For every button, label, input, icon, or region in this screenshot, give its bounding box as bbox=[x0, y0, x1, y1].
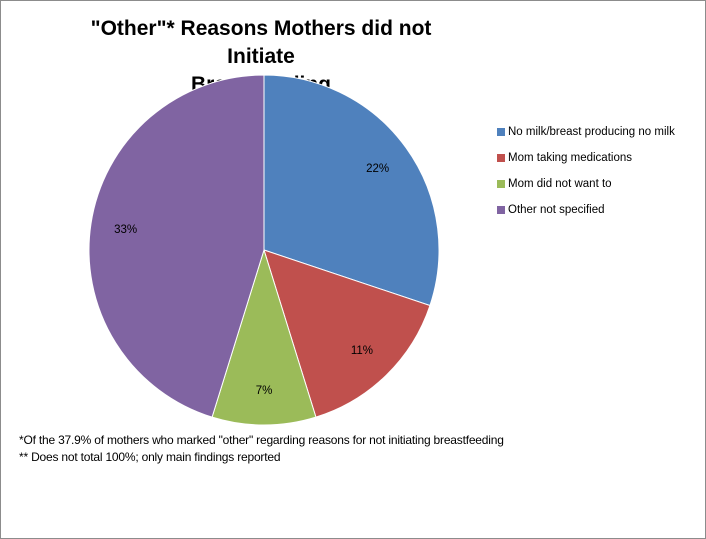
data-label-medications: 11% bbox=[351, 345, 373, 357]
footnote-2: ** Does not total 100%; only main findin… bbox=[19, 450, 281, 464]
data-label-did-not-want: 7% bbox=[256, 385, 273, 397]
pie-slice-medications bbox=[263, 249, 431, 418]
pie-slice-no-milk bbox=[263, 74, 440, 307]
legend-item-medications: Mom taking medications bbox=[497, 148, 675, 167]
legend-label-other: Other not specified bbox=[508, 203, 605, 216]
legend-label-did-not-want: Mom did not want to bbox=[508, 177, 612, 190]
legend-swatch-medications bbox=[497, 153, 505, 162]
legend-swatch-no-milk bbox=[497, 127, 505, 136]
pie-slice-other bbox=[88, 74, 265, 418]
legend-swatch-other bbox=[497, 205, 505, 214]
chart-title-line-1: "Other"* Reasons Mothers did not Initiat… bbox=[90, 17, 432, 68]
legend-swatch-did-not-want bbox=[497, 179, 505, 188]
data-label-no-milk: 22% bbox=[366, 163, 389, 175]
footnote-1: *Of the 37.9% of mothers who marked "oth… bbox=[19, 433, 504, 447]
pie-slice-did-not-want bbox=[211, 248, 317, 426]
legend-item-no-milk: No milk/breast producing no milk bbox=[497, 122, 675, 141]
legend-item-other: Other not specified bbox=[497, 200, 675, 219]
legend-item-did-not-want: Mom did not want to bbox=[497, 174, 675, 193]
data-label-other: 33% bbox=[114, 224, 137, 236]
chart-legend: No milk/breast producing no milk Mom tak… bbox=[497, 122, 675, 226]
legend-label-medications: Mom taking medications bbox=[508, 151, 632, 164]
legend-label-no-milk: No milk/breast producing no milk bbox=[508, 125, 675, 138]
